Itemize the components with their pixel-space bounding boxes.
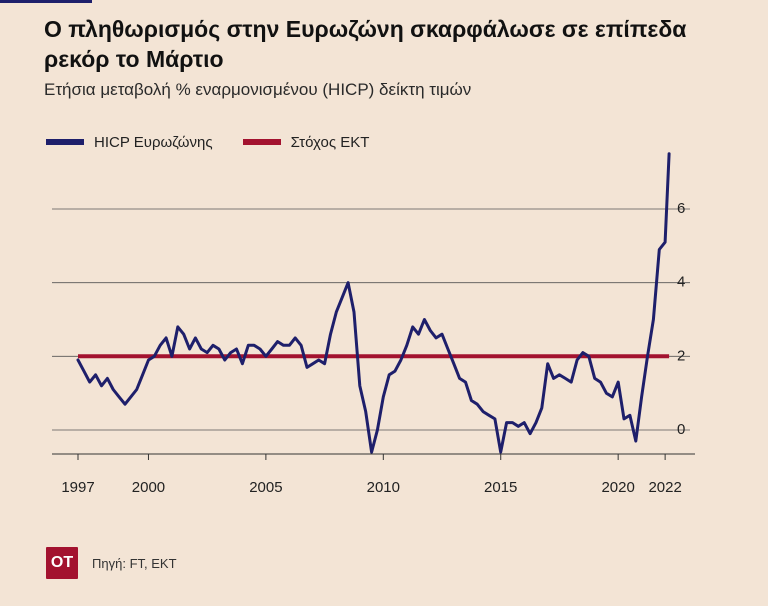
x-tick-label-2015: 2015 — [484, 479, 517, 496]
y-tick-label-0: 0 — [677, 421, 685, 438]
data-series — [76, 152, 671, 454]
y-tick-label-6: 6 — [677, 200, 685, 217]
legend-label-target: Στόχος ΕΚΤ — [290, 133, 370, 151]
y-tick-label-2: 2 — [677, 347, 685, 364]
source-note: Πηγή: FT, ΕΚΤ — [92, 556, 177, 571]
x-tick-label-1997: 1997 — [61, 479, 94, 496]
ot-logo: ΟΤ — [46, 547, 78, 579]
legend-item-hicp: HICP Ευρωζώνης — [46, 134, 213, 151]
legend-swatch-target — [242, 139, 281, 145]
y-tick-label-4: 4 — [677, 274, 685, 291]
x-tick-label-2010: 2010 — [367, 479, 400, 496]
chart-title: Ο πληθωρισμός στην Ευρωζώνη σκαρφάλωσε σ… — [44, 16, 687, 72]
x-tick-label-2005: 2005 — [249, 479, 282, 496]
x-tick-label-2020: 2020 — [601, 479, 634, 496]
x-tick-label-2000: 2000 — [132, 479, 165, 496]
series-line-hicp — [76, 152, 671, 454]
axes — [52, 453, 695, 460]
chart-legend: HICP Ευρωζώνης Στόχος ΕΚΤ — [46, 131, 399, 153]
x-tick-label-2022: 2022 — [648, 479, 681, 496]
grid-lines — [52, 208, 690, 431]
legend-swatch-hicp — [46, 139, 84, 145]
tick-labels: 0 2 4 6 1997 2000 2005 2010 2015 2020 2022 — [61, 200, 685, 496]
legend-label-hicp: HICP Ευρωζώνης — [94, 133, 213, 151]
legend-item-target: Στόχος ΕΚΤ — [242, 133, 370, 151]
chart-subtitle: Ετήσια μεταβολή % εναρμονισμένου (HICP) … — [44, 80, 472, 99]
top-accent-rule — [0, 0, 92, 3]
